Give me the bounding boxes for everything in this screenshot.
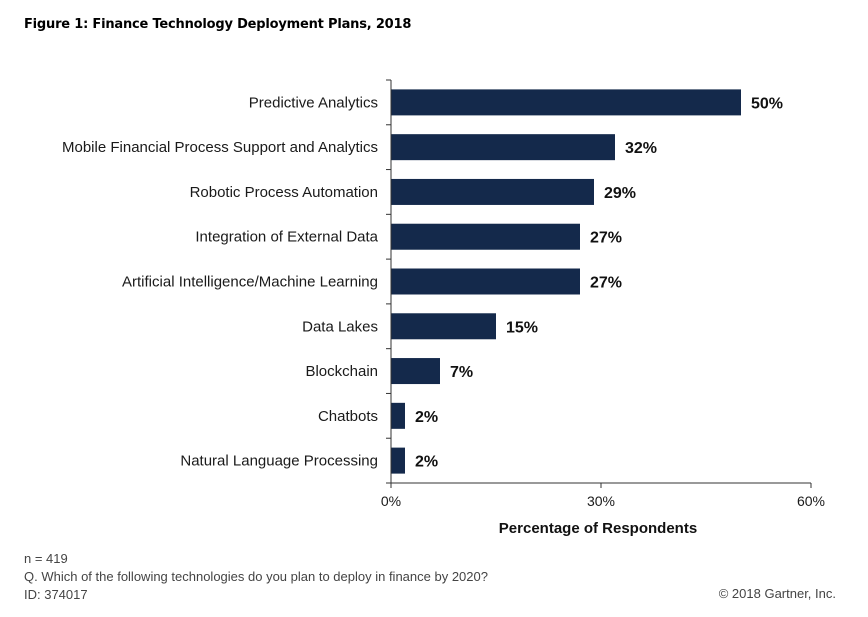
bar (391, 358, 440, 385)
survey-question-note: Q. Which of the following technologies d… (24, 569, 488, 584)
value-label: 50% (751, 95, 783, 112)
value-labels: 50% 32% 29% 27% 27% 15% 7% 2% 2% (415, 95, 783, 470)
category-label: Mobile Financial Process Support and Ana… (62, 139, 378, 156)
x-tick-label: 0% (381, 493, 401, 509)
bar (391, 447, 405, 474)
x-tick-label: 60% (797, 493, 825, 509)
bar (391, 134, 615, 161)
bar (391, 268, 580, 295)
value-label: 2% (415, 454, 438, 471)
sample-size-note: n = 419 (24, 551, 68, 566)
category-labels: Predictive Analytics Mobile Financial Pro… (62, 94, 379, 469)
axes: 0% 30% 60% (381, 79, 825, 509)
value-label: 32% (625, 140, 657, 157)
bar (391, 313, 496, 340)
category-label: Data Lakes (302, 318, 378, 335)
value-label: 29% (604, 185, 636, 202)
document-id-note: ID: 374017 (24, 587, 88, 602)
category-label: Blockchain (305, 363, 378, 380)
bar (391, 223, 580, 250)
bar (391, 178, 594, 205)
figure-title: Figure 1: Finance Technology Deployment … (24, 17, 412, 32)
category-label: Robotic Process Automation (190, 184, 378, 201)
category-label: Artificial Intelligence/Machine Learning (122, 274, 378, 291)
bars-layer (391, 89, 741, 474)
bar (391, 402, 405, 429)
category-label: Predictive Analytics (249, 94, 378, 111)
x-axis-title: Percentage of Respondents (499, 520, 697, 537)
value-label: 15% (506, 319, 538, 336)
x-tick-label: 30% (587, 493, 615, 509)
bar (391, 89, 741, 116)
value-label: 27% (590, 230, 622, 247)
value-label: 7% (450, 364, 473, 381)
category-label: Chatbots (318, 408, 378, 425)
copyright-notice: © 2018 Gartner, Inc. (718, 586, 836, 601)
value-label: 2% (415, 409, 438, 426)
value-label: 27% (590, 275, 622, 292)
category-label: Integration of External Data (195, 229, 378, 246)
category-label: Natural Language Processing (180, 453, 378, 470)
